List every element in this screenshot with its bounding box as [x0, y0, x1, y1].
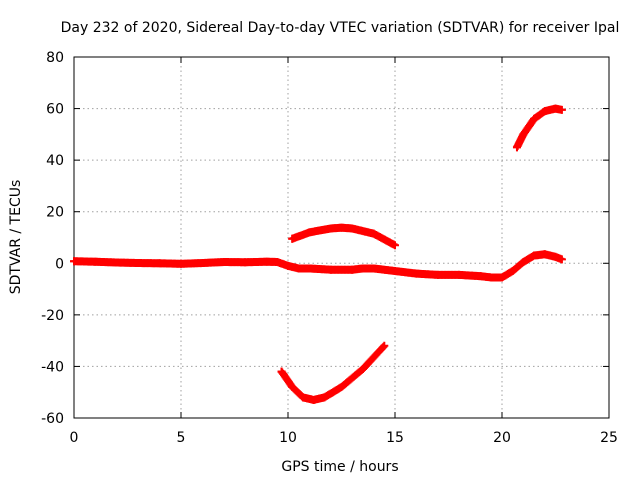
data-point [476, 272, 485, 281]
y-axis-label: SDTVAR / TECUs [8, 180, 24, 295]
y-tick-label: 20 [46, 205, 64, 221]
data-point [337, 223, 346, 232]
data-point [551, 104, 560, 113]
axis-ticks: 0 5 10 15 20 25 -60 -40 -20 0 20 40 60 80 [41, 50, 618, 446]
x-tick-label: 0 [70, 430, 79, 446]
data-point [369, 229, 378, 238]
data-point [298, 393, 307, 402]
data-point [294, 264, 303, 273]
data-point [487, 273, 496, 282]
x-axis-label: GPS time / hours [281, 459, 398, 475]
data-point [219, 257, 228, 266]
series-upper-arc [288, 223, 399, 250]
x-tick-label: 25 [600, 430, 618, 446]
data-point [134, 259, 143, 268]
data-point [155, 259, 164, 268]
data-point [369, 264, 378, 273]
data-point [519, 130, 528, 139]
data-point [320, 393, 329, 402]
x-tick-label: 5 [177, 430, 186, 446]
data-point [177, 259, 185, 268]
grid-lines [74, 57, 609, 418]
data-point [380, 341, 389, 350]
data-point [273, 257, 282, 266]
series-main-track [70, 250, 566, 282]
data-point [309, 395, 318, 404]
data-point [305, 228, 314, 237]
data-point [433, 270, 442, 279]
data-point [358, 365, 367, 374]
data-point [540, 250, 549, 259]
data-point [337, 383, 346, 392]
y-tick-label: 80 [46, 50, 64, 66]
data-point [326, 224, 335, 233]
data-point [348, 224, 357, 233]
y-tick-label: 60 [46, 102, 64, 118]
data-point [358, 264, 367, 273]
data-point [198, 259, 207, 268]
data-point [288, 234, 297, 243]
data-point [241, 258, 250, 267]
data-point [391, 267, 399, 276]
y-tick-label: -20 [41, 308, 64, 324]
data-point [498, 273, 506, 282]
data-point [512, 143, 521, 152]
data-point [557, 105, 566, 114]
y-tick-label: -60 [41, 411, 64, 427]
data-point [91, 257, 100, 266]
data-point [540, 107, 549, 116]
data-point [391, 241, 399, 250]
data-point [551, 252, 560, 261]
data-point [70, 257, 78, 266]
data-point [284, 261, 292, 270]
x-tick-label: 15 [386, 430, 404, 446]
data-point [326, 265, 335, 274]
y-tick-label: 40 [46, 153, 64, 169]
data-point [508, 267, 517, 276]
x-tick-label: 20 [493, 430, 511, 446]
chart-title: Day 232 of 2020, Sidereal Day-to-day VTE… [61, 20, 620, 36]
data-point [262, 257, 271, 266]
data-point [412, 269, 421, 278]
data-point [277, 367, 286, 376]
data-point [519, 257, 528, 266]
data-point [348, 265, 357, 274]
data-point [530, 114, 539, 123]
data-point [455, 270, 464, 279]
data-point [530, 251, 539, 260]
data-point [112, 258, 121, 267]
series-lower-arc [277, 341, 389, 404]
plot-frame [73, 56, 610, 419]
data-point [557, 255, 566, 264]
series-late-arc [512, 104, 566, 152]
y-tick-label: -40 [41, 359, 64, 375]
y-tick-label: 0 [55, 256, 64, 272]
data-point [288, 383, 297, 392]
x-tick-label: 10 [279, 430, 297, 446]
data-point [305, 264, 314, 273]
data-points [70, 104, 566, 404]
